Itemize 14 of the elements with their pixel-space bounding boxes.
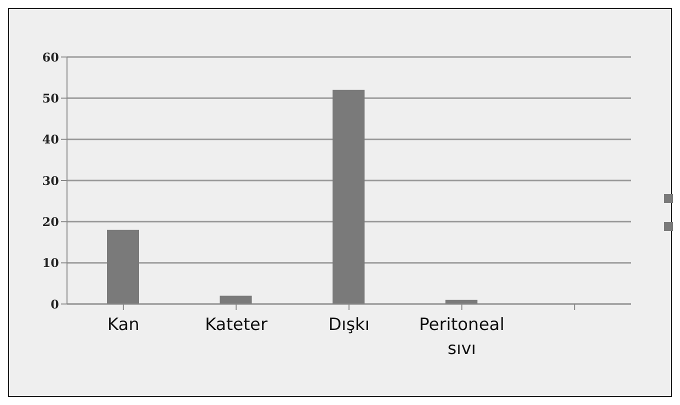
x-tick-label: Peritoneal sıvı — [419, 315, 504, 359]
y-tick-label: 30 — [42, 174, 59, 188]
bar — [107, 230, 139, 304]
bar — [332, 90, 365, 304]
y-tick-label: 50 — [42, 91, 59, 106]
x-tick-label: Dışkı — [328, 315, 370, 335]
y-tick-label: 10 — [42, 256, 59, 270]
y-tick-label: 40 — [42, 132, 59, 147]
bar — [220, 296, 252, 304]
x-tick-label: Kan — [107, 315, 140, 335]
y-tick-label: 60 — [42, 50, 59, 64]
y-tick-label: 20 — [42, 214, 59, 229]
y-tick-label: 0 — [50, 297, 59, 312]
x-tick-label: Kateter — [204, 315, 268, 335]
